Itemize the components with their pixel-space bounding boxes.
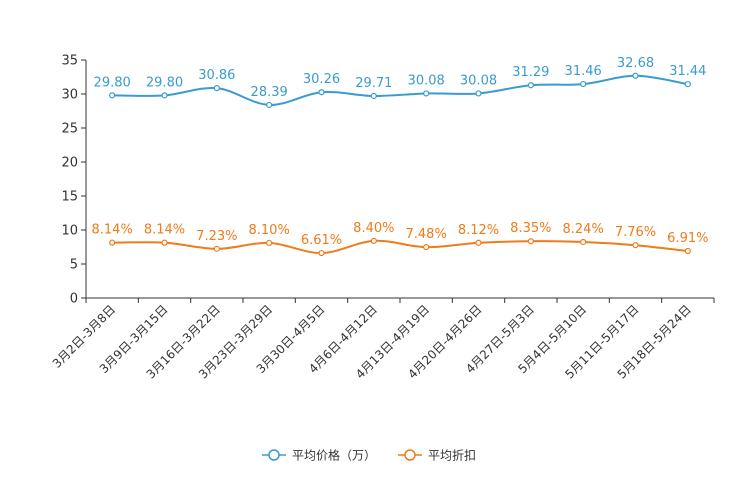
data-labels: 29.80 29.80 30.86 28.39 30.26 29.71 30.08 30.08… [92,56,709,248]
data-label: 31.29 [512,65,549,80]
data-label: 8.12% [458,223,499,238]
data-point [109,92,116,99]
data-point [527,238,534,245]
y-tick-label: 10 [61,224,78,239]
axes: 051015202530353月2日-3月8日3月9日-3月15日3月16日-3… [50,54,715,382]
data-label: 32.68 [617,56,654,71]
data-point [684,81,691,88]
data-point [318,249,325,257]
y-tick-label: 35 [61,54,78,69]
data-label: 30.08 [460,73,497,88]
data-label: 8.24% [563,222,604,237]
y-tick-label: 20 [61,156,78,171]
legend: 平均价格（万） 平均折扣 [262,448,476,463]
data-label: 7.76% [615,225,656,240]
data-point [423,244,430,251]
legend-marker [404,449,416,461]
series-2 [109,237,691,257]
data-point [370,237,377,244]
data-label: 7.48% [406,227,447,242]
data-point [266,239,273,247]
data-label: 29.71 [355,76,392,91]
legend-item-2: 平均折扣 [398,448,476,463]
data-label: 30.08 [408,73,445,88]
data-point [213,85,220,92]
y-tick-label: 0 [70,292,78,307]
data-label: 29.80 [94,75,131,90]
data-label: 8.40% [353,221,394,236]
legend-label: 平均折扣 [428,448,476,463]
data-label: 6.91% [667,231,708,246]
data-point [475,90,482,97]
data-point [475,239,482,246]
data-label: 8.14% [144,223,185,238]
series-line [112,239,688,255]
data-point [213,245,220,252]
data-point [632,242,639,249]
data-point [161,92,168,99]
data-point [580,80,587,88]
y-tick-label: 25 [61,122,78,137]
series-1 [109,72,691,109]
data-point [527,82,534,89]
data-label: 30.26 [303,72,340,87]
legend-label: 平均价格（万） [292,448,376,463]
data-label: 8.35% [510,221,551,236]
legend-item-1: 平均价格（万） [262,448,376,463]
data-point [423,90,430,97]
data-point [580,238,587,246]
data-point [318,89,325,96]
data-point [109,239,116,246]
data-label: 8.10% [249,223,290,238]
y-tick-label: 5 [70,258,78,273]
data-point [266,101,273,109]
data-label: 6.61% [301,233,342,248]
series-line [112,74,688,106]
data-label: 8.14% [92,223,133,238]
data-label: 30.86 [198,68,235,83]
data-point [632,72,639,79]
data-label: 29.80 [146,75,183,90]
data-point [684,247,691,255]
data-point [161,239,168,246]
data-label: 28.39 [251,85,288,100]
data-point [370,92,377,100]
series-layer [109,72,691,257]
data-label: 31.46 [565,64,602,79]
y-tick-label: 30 [61,88,78,103]
data-label: 7.23% [196,229,237,244]
data-label: 31.44 [669,64,706,79]
legend-marker [268,449,280,461]
y-tick-label: 15 [61,190,78,205]
